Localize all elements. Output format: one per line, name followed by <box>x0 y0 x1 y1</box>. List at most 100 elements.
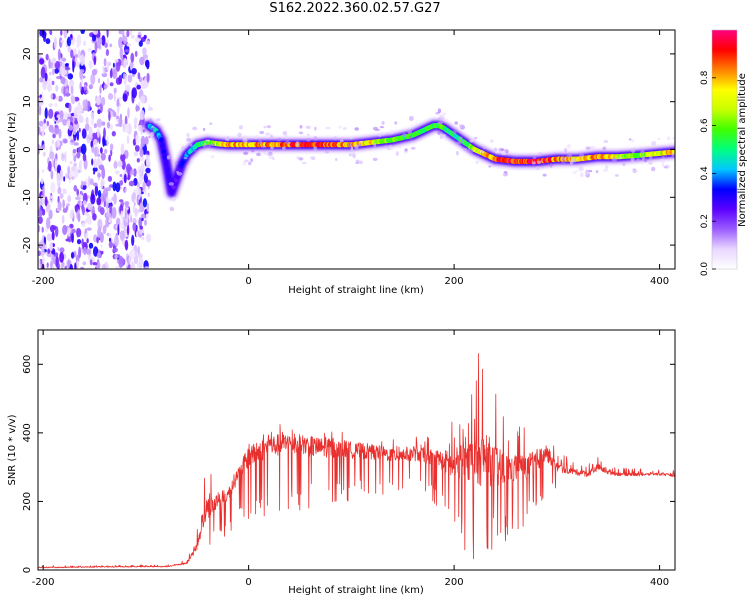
noise-speckle <box>134 50 138 58</box>
noise-speckle <box>60 30 63 36</box>
ridge-haze <box>479 150 485 154</box>
ridge-point <box>161 148 166 154</box>
noise-speckle <box>101 263 107 269</box>
ridge-haze <box>309 156 313 159</box>
noise-speckle <box>93 55 97 66</box>
ridge-haze <box>493 147 498 152</box>
ridge-haze <box>210 155 215 159</box>
ridge-haze <box>630 157 635 162</box>
noise-speckle <box>120 143 125 156</box>
noise-speckle <box>57 201 62 211</box>
ridge-haze <box>611 157 617 162</box>
colorbar-tick-label: 0.0 <box>700 262 710 277</box>
noise-speckle <box>70 166 76 172</box>
noise-speckle <box>106 232 110 237</box>
noise-speckle <box>59 247 65 254</box>
noise-speckle <box>50 170 54 180</box>
noise-speckle <box>93 246 99 257</box>
noise-speckle <box>70 252 75 259</box>
noise-speckle <box>42 81 47 90</box>
ridge-haze <box>342 127 347 130</box>
ridge-haze <box>250 158 253 163</box>
noise-speckle <box>59 169 63 181</box>
noise-speckle <box>108 241 113 249</box>
noise-speckle <box>126 43 132 47</box>
ridge-haze <box>306 133 310 137</box>
noise-speckle <box>75 256 80 261</box>
top-y-tick-label: 0 <box>22 146 33 152</box>
noise-speckle <box>141 236 145 240</box>
noise-speckle <box>105 212 112 218</box>
ridge-haze <box>325 126 331 130</box>
noise-speckle <box>78 246 82 259</box>
ridge-haze <box>503 170 508 174</box>
noise-speckle <box>107 93 114 100</box>
noise-speckle <box>88 84 93 90</box>
noise-speckle <box>81 69 85 73</box>
ridge-haze <box>563 147 568 153</box>
noise-speckle <box>96 252 101 259</box>
noise-speckle <box>87 202 93 211</box>
noise-speckle <box>39 206 42 210</box>
noise-speckle <box>116 217 121 227</box>
ridge-haze <box>569 160 574 165</box>
noise-speckle <box>67 227 72 234</box>
noise-speckle <box>64 265 68 269</box>
ridge-haze <box>671 152 675 157</box>
ridge-haze <box>202 127 206 131</box>
noise-speckle <box>56 114 60 118</box>
ridge-haze <box>456 141 462 145</box>
noise-speckle <box>57 48 61 61</box>
ridge-haze <box>193 149 197 152</box>
ridge-haze <box>441 112 447 116</box>
noise-speckle <box>125 84 131 92</box>
noise-speckle <box>73 142 79 146</box>
noise-speckle <box>57 247 60 251</box>
ridge-haze <box>402 133 407 138</box>
noise-speckle <box>108 111 111 122</box>
noise-speckle <box>59 193 64 199</box>
ridge-haze <box>238 125 243 130</box>
noise-speckle <box>118 36 124 49</box>
noise-speckle <box>109 43 113 48</box>
noise-speckle <box>140 95 146 104</box>
noise-speckle <box>41 226 44 233</box>
ridge-haze <box>649 155 653 161</box>
noise-speckle <box>106 30 109 38</box>
noise-speckle <box>120 55 124 67</box>
noise-speckle <box>97 172 102 178</box>
noise-speckle <box>67 166 71 174</box>
noise-speckle <box>69 223 74 229</box>
ridge-haze <box>354 144 359 150</box>
ridge-haze <box>183 157 188 160</box>
noise-speckle <box>97 218 103 230</box>
ridge-haze <box>243 151 249 155</box>
noise-speckle <box>145 233 152 243</box>
ridge-haze <box>181 145 185 151</box>
ridge-haze <box>334 157 338 162</box>
ridge-haze <box>153 119 159 123</box>
ridge-haze <box>580 172 584 178</box>
noise-speckle <box>104 148 108 154</box>
noise-speckle <box>94 184 99 197</box>
noise-speckle <box>41 125 45 138</box>
noise-speckle <box>55 84 59 92</box>
noise-speckle <box>124 239 129 251</box>
noise-speckle <box>114 59 119 63</box>
ridge-haze <box>502 172 509 177</box>
noise-speckle <box>75 196 81 201</box>
noise-speckle <box>138 257 144 266</box>
snr-series-line <box>38 353 675 569</box>
spectral-ridge <box>141 104 675 212</box>
noise-speckle <box>47 248 51 254</box>
ridge-haze <box>648 160 653 166</box>
noise-speckle <box>103 58 107 67</box>
noise-speckle <box>123 173 127 184</box>
noise-speckle <box>61 57 67 62</box>
ridge-haze <box>408 135 413 140</box>
noise-speckle <box>140 213 146 220</box>
ridge-haze <box>186 133 190 138</box>
ridge-haze <box>440 115 445 121</box>
noise-speckle <box>136 84 141 90</box>
ridge-haze <box>661 162 665 168</box>
